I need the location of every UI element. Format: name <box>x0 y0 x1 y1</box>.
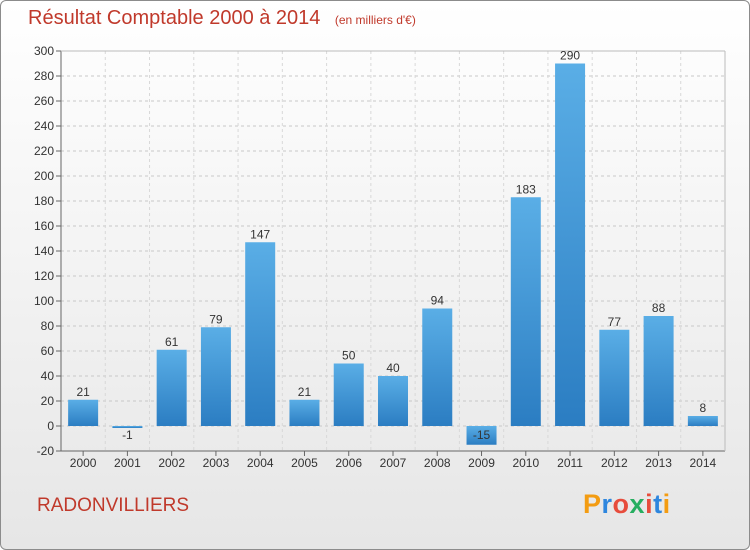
chart-title: Résultat Comptable 2000 à 2014 <box>28 7 321 29</box>
value-label: 61 <box>165 335 179 349</box>
value-label: 77 <box>608 315 622 329</box>
value-label: 94 <box>431 294 445 308</box>
value-label: 40 <box>386 361 400 375</box>
y-tick-label: 280 <box>34 69 54 83</box>
y-tick-label: 0 <box>47 419 54 433</box>
x-tick-label: 2008 <box>424 456 451 470</box>
bar-2003 <box>200 327 231 426</box>
y-tick-label: 240 <box>34 119 54 133</box>
x-tick-label: 2005 <box>291 456 318 470</box>
y-tick-label: 60 <box>41 344 55 358</box>
proxiti-logo: Proxiti <box>583 489 671 520</box>
x-tick-label: 2002 <box>158 456 185 470</box>
bar-2007 <box>378 376 408 426</box>
chart-subtitle: (en milliers d'€) <box>334 13 416 27</box>
logo-letter: r <box>601 489 613 519</box>
bar-2006 <box>333 363 364 426</box>
place-name: RADONVILLIERS <box>37 495 190 516</box>
bar-2001 <box>112 426 143 428</box>
y-tick-label: 200 <box>34 169 54 183</box>
bar-2002 <box>156 349 187 426</box>
y-tick-label: 120 <box>34 269 54 283</box>
y-tick-label: 180 <box>34 194 54 208</box>
x-tick-label: 2012 <box>601 456 628 470</box>
y-tick-label: 160 <box>34 219 54 233</box>
y-tick-label: 300 <box>34 44 54 58</box>
x-tick-label: 2014 <box>690 456 717 470</box>
x-tick-label: 2007 <box>380 456 407 470</box>
value-label: 50 <box>342 349 356 363</box>
logo-letter: P <box>583 489 602 519</box>
bar-2010 <box>510 197 541 426</box>
y-tick-label: -20 <box>37 444 55 458</box>
x-tick-label: 2004 <box>247 456 274 470</box>
value-label: -1 <box>122 428 133 442</box>
y-tick-label: 260 <box>34 94 54 108</box>
bar-2013 <box>643 316 674 426</box>
value-label: -15 <box>473 428 491 442</box>
x-tick-label: 2009 <box>468 456 495 470</box>
value-label: 147 <box>250 227 270 241</box>
value-label: 79 <box>209 312 223 326</box>
x-tick-label: 2011 <box>557 456 583 470</box>
logo-letter: i <box>645 489 654 519</box>
y-tick-label: 40 <box>41 369 55 383</box>
x-tick-label: 2003 <box>203 456 230 470</box>
value-label: 88 <box>652 301 666 315</box>
logo-letter: t <box>653 489 663 519</box>
bar-2011 <box>555 63 586 426</box>
bar-2004 <box>245 242 276 426</box>
bar-2012 <box>599 329 630 426</box>
y-tick-label: 100 <box>34 294 54 308</box>
bar-2000 <box>68 399 99 426</box>
bar-2009 <box>466 426 497 445</box>
title-row: Résultat Comptable 2000 à 2014 (en milli… <box>28 7 416 30</box>
logo-letter: i <box>662 489 671 519</box>
logo-letter: x <box>629 489 646 519</box>
x-tick-label: 2010 <box>512 456 539 470</box>
y-tick-label: 220 <box>34 144 54 158</box>
value-label: 8 <box>700 401 707 415</box>
bar-2014 <box>687 416 718 426</box>
value-label: 183 <box>516 182 536 196</box>
y-tick-label: 20 <box>41 394 55 408</box>
value-label: 21 <box>76 385 90 399</box>
x-tick-label: 2001 <box>114 456 141 470</box>
bar-2005 <box>289 399 320 426</box>
logo-letter: o <box>612 489 630 519</box>
x-tick-label: 2013 <box>645 456 672 470</box>
value-label: 290 <box>560 49 580 63</box>
x-tick-label: 2006 <box>335 456 362 470</box>
x-tick-label: 2000 <box>70 456 97 470</box>
value-label: 21 <box>298 385 312 399</box>
y-tick-label: 140 <box>34 244 54 258</box>
bar-2008 <box>422 308 453 426</box>
y-tick-label: 80 <box>41 319 55 333</box>
